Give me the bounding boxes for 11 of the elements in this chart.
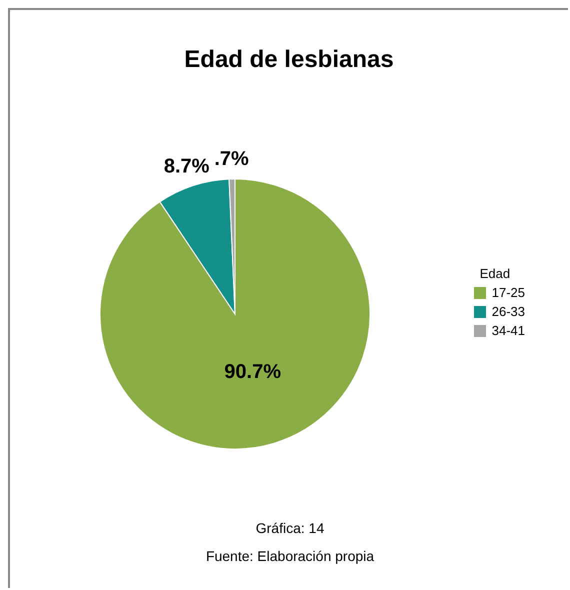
data-label: 8.7% bbox=[164, 156, 210, 178]
chart-title: Edad de lesbianas bbox=[183, 46, 395, 74]
data-label: 90.7% bbox=[224, 361, 282, 384]
pie-slice bbox=[100, 178, 370, 450]
legend-title: Edad bbox=[480, 266, 512, 281]
data-label: .7% bbox=[214, 148, 250, 170]
legend-label: 26-33 bbox=[492, 304, 525, 319]
source-note: Fuente: Elaboración propia bbox=[204, 548, 376, 564]
legend-label: 17-25 bbox=[492, 285, 525, 300]
text: Gráfica: 14 bbox=[254, 520, 326, 536]
legend-label: 34-41 bbox=[492, 323, 525, 338]
